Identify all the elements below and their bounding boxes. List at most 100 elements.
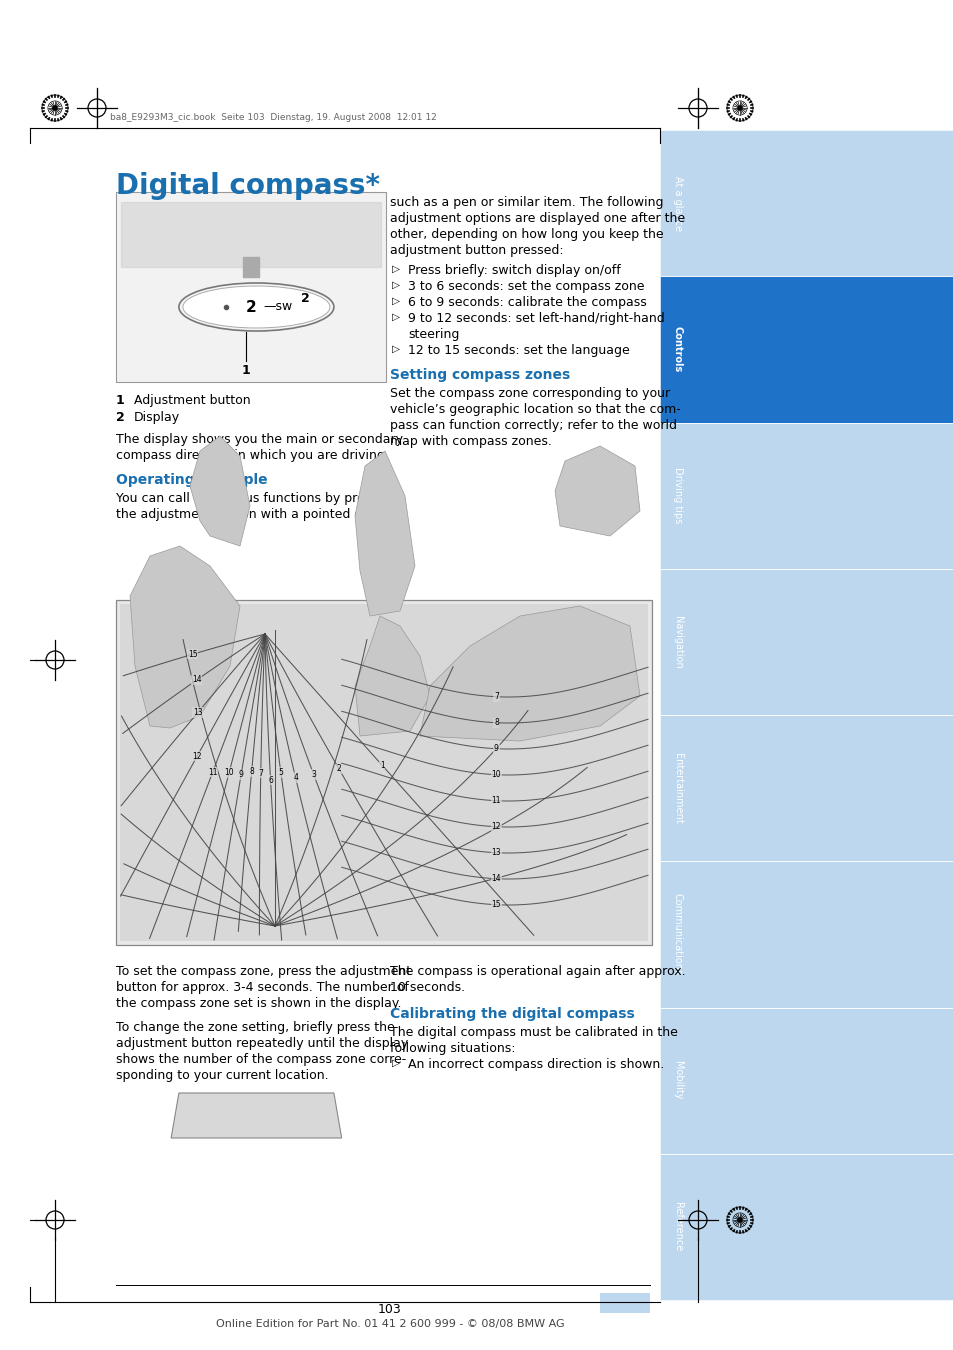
Bar xyxy=(659,277,953,423)
Text: You can call up various functions by pressing: You can call up various functions by pre… xyxy=(116,491,396,505)
Text: pass can function correctly; refer to the world: pass can function correctly; refer to th… xyxy=(390,418,677,432)
Text: following situations:: following situations: xyxy=(390,1042,515,1054)
Bar xyxy=(116,192,386,382)
Text: Controls: Controls xyxy=(672,327,682,373)
Text: adjustment button pressed:: adjustment button pressed: xyxy=(390,244,563,256)
Circle shape xyxy=(737,1218,741,1223)
Text: 1: 1 xyxy=(116,394,125,406)
Text: 103: 103 xyxy=(377,1303,401,1316)
Text: 14: 14 xyxy=(192,675,201,684)
Polygon shape xyxy=(130,545,240,728)
Text: 8: 8 xyxy=(249,767,253,776)
Text: adjustment options are displayed one after the: adjustment options are displayed one aft… xyxy=(390,212,684,225)
Text: 3: 3 xyxy=(311,769,315,779)
Text: An incorrect compass direction is shown.: An incorrect compass direction is shown. xyxy=(408,1058,663,1071)
Text: Setting compass zones: Setting compass zones xyxy=(390,369,570,382)
Text: shows the number of the compass zone corre-: shows the number of the compass zone cor… xyxy=(116,1053,406,1066)
Text: Press briefly: switch display on/off: Press briefly: switch display on/off xyxy=(408,265,620,277)
Text: Navigation: Navigation xyxy=(672,616,682,668)
Text: button for approx. 3-4 seconds. The number of: button for approx. 3-4 seconds. The numb… xyxy=(116,981,409,994)
Text: ▷: ▷ xyxy=(392,296,399,306)
Text: vehicle’s geographic location so that the com-: vehicle’s geographic location so that th… xyxy=(390,404,680,416)
Text: The digital compass must be calibrated in the: The digital compass must be calibrated i… xyxy=(390,1026,678,1040)
Text: Display: Display xyxy=(133,410,180,424)
Bar xyxy=(116,599,651,945)
Text: 4: 4 xyxy=(293,774,297,782)
Text: To change the zone setting, briefly press the: To change the zone setting, briefly pres… xyxy=(116,1021,395,1034)
Text: 1: 1 xyxy=(242,364,251,377)
Text: 12: 12 xyxy=(491,822,500,832)
Ellipse shape xyxy=(183,286,330,328)
Text: 2: 2 xyxy=(246,300,256,315)
Text: 2: 2 xyxy=(336,764,341,774)
Bar xyxy=(599,1293,649,1314)
Text: 13: 13 xyxy=(491,848,500,857)
Circle shape xyxy=(52,105,57,111)
Text: compass direction in which you are driving.: compass direction in which you are drivi… xyxy=(116,450,389,462)
Text: Calibrating the digital compass: Calibrating the digital compass xyxy=(390,1007,634,1021)
Polygon shape xyxy=(555,446,639,536)
Text: 3 to 6 seconds: set the compass zone: 3 to 6 seconds: set the compass zone xyxy=(408,279,644,293)
Text: the adjustment button with a pointed object: the adjustment button with a pointed obj… xyxy=(116,508,393,521)
Bar xyxy=(659,1154,953,1300)
Polygon shape xyxy=(419,606,639,741)
Text: the compass zone set is shown in the display.: the compass zone set is shown in the dis… xyxy=(116,998,401,1010)
Text: ▷: ▷ xyxy=(392,265,399,274)
Text: 11: 11 xyxy=(491,796,500,805)
Circle shape xyxy=(737,105,741,111)
Text: Digital compass*: Digital compass* xyxy=(116,171,379,200)
Text: 13: 13 xyxy=(193,709,202,717)
Text: Entertainment: Entertainment xyxy=(672,753,682,824)
Text: ba8_E9293M3_cic.book  Seite 103  Dienstag, 19. August 2008  12:01 12: ba8_E9293M3_cic.book Seite 103 Dienstag,… xyxy=(110,113,436,122)
Text: At a glance: At a glance xyxy=(672,176,682,231)
Text: To set the compass zone, press the adjustment: To set the compass zone, press the adjus… xyxy=(116,965,411,977)
Text: Communications: Communications xyxy=(672,894,682,976)
Text: 15: 15 xyxy=(491,900,500,909)
Polygon shape xyxy=(355,616,430,736)
Text: 6 to 9 seconds: calibrate the compass: 6 to 9 seconds: calibrate the compass xyxy=(408,296,646,309)
Text: 5: 5 xyxy=(278,768,283,778)
Text: 10: 10 xyxy=(224,768,233,778)
Text: adjustment button repeatedly until the display: adjustment button repeatedly until the d… xyxy=(116,1037,408,1050)
Text: The display shows you the main or secondary: The display shows you the main or second… xyxy=(116,433,402,446)
Text: other, depending on how long you keep the: other, depending on how long you keep th… xyxy=(390,228,663,242)
Text: 9 to 12 seconds: set left-hand/right-hand: 9 to 12 seconds: set left-hand/right-han… xyxy=(408,312,664,325)
Text: Adjustment button: Adjustment button xyxy=(133,394,251,406)
Text: The compass is operational again after approx.: The compass is operational again after a… xyxy=(390,965,685,977)
Text: sponding to your current location.: sponding to your current location. xyxy=(116,1069,328,1081)
Bar xyxy=(659,130,953,277)
Text: Operating principle: Operating principle xyxy=(116,472,268,487)
Text: 8: 8 xyxy=(494,718,498,728)
Text: 10: 10 xyxy=(491,771,500,779)
Text: 12 to 15 seconds: set the language: 12 to 15 seconds: set the language xyxy=(408,344,629,356)
Text: 2: 2 xyxy=(116,410,125,424)
Text: 6: 6 xyxy=(268,776,273,784)
Text: 10 seconds.: 10 seconds. xyxy=(390,981,465,994)
Text: ▷: ▷ xyxy=(392,1058,399,1068)
Text: ▷: ▷ xyxy=(392,344,399,354)
Text: 1: 1 xyxy=(379,761,384,770)
Text: Set the compass zone corresponding to your: Set the compass zone corresponding to yo… xyxy=(390,387,669,400)
Bar xyxy=(120,603,647,941)
Text: 15: 15 xyxy=(188,649,197,659)
Text: steering: steering xyxy=(408,328,459,342)
Text: such as a pen or similar item. The following: such as a pen or similar item. The follo… xyxy=(390,196,662,209)
Bar xyxy=(659,861,953,1007)
Text: Mobility: Mobility xyxy=(672,1061,682,1100)
Ellipse shape xyxy=(179,284,334,331)
Polygon shape xyxy=(190,436,250,545)
Bar xyxy=(659,716,953,861)
Text: 11: 11 xyxy=(208,768,217,776)
Text: Driving tips: Driving tips xyxy=(672,467,682,524)
Text: 14: 14 xyxy=(491,875,500,883)
Text: 9: 9 xyxy=(494,744,498,753)
Text: ▷: ▷ xyxy=(392,279,399,290)
Text: 9: 9 xyxy=(238,771,243,779)
Bar xyxy=(659,423,953,568)
Text: 7: 7 xyxy=(494,693,498,701)
Text: ▷: ▷ xyxy=(392,312,399,323)
Text: 2: 2 xyxy=(301,293,310,305)
Bar xyxy=(659,568,953,716)
Text: —sw: —sw xyxy=(263,301,293,313)
Bar xyxy=(659,1007,953,1154)
